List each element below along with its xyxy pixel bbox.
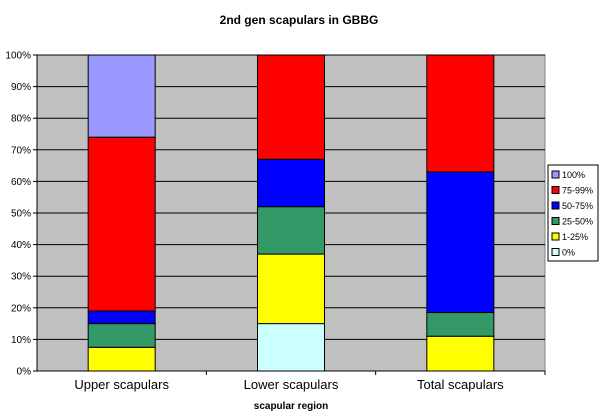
bar-segment-2 [257, 253, 325, 325]
y-tick-label: 30% [11, 272, 31, 283]
y-tick-label: 10% [11, 335, 31, 346]
x-category-label: Lower scapulars [244, 377, 339, 392]
x-category-label: Upper scapulars [74, 377, 169, 392]
y-tick-label: 70% [11, 145, 31, 156]
legend-label: 100% [562, 170, 585, 180]
bar-segment-2 [426, 335, 495, 372]
bar-segment-3 [87, 323, 156, 348]
legend: 100% 75-99% 50-75% 25-50% 1-25% 0% [547, 164, 599, 262]
y-tick-label: 20% [11, 303, 31, 314]
legend-label: 25-50% [562, 217, 593, 227]
legend-swatch [551, 186, 560, 194]
bar-segment-5 [87, 136, 156, 312]
chart-title: 2nd gen scapulars in GBBG [220, 13, 379, 27]
legend-box [547, 164, 599, 262]
bar-segment-1 [257, 323, 325, 372]
y-tick-label: 50% [11, 209, 31, 220]
legend-label: 75-99% [562, 186, 593, 196]
y-tick-label: 0% [17, 367, 32, 378]
y-tick-label: 60% [11, 177, 31, 188]
legend-label: 50-75% [562, 201, 593, 211]
bar-segment-5 [426, 54, 495, 173]
y-axis-ticks: 0% 10% 20% 30% 40% 50% 60% 70% 80% 90% 100% [5, 51, 37, 378]
y-tick-label: 40% [11, 240, 31, 251]
legend-swatch [551, 248, 560, 256]
bars [87, 54, 495, 372]
y-tick-label: 100% [5, 51, 31, 62]
bar-segment-4 [257, 158, 325, 208]
bar-segment-3 [426, 312, 495, 337]
y-tick-label: 90% [11, 82, 31, 93]
bar-segment-2 [87, 346, 156, 372]
bar-segment-6 [87, 54, 156, 138]
legend-swatch [551, 217, 560, 225]
legend-swatch [551, 201, 560, 210]
x-category-label: Total scapulars [417, 377, 504, 392]
bar-segment-4 [426, 171, 495, 314]
x-axis-categories: Upper scapulars Lower scapulars Total scap… [74, 371, 546, 392]
legend-label: 0% [562, 248, 575, 258]
legend-swatch [551, 170, 560, 179]
bar-segment-4 [87, 310, 156, 325]
bar-segment-5 [257, 54, 325, 160]
bar-segment-3 [257, 206, 325, 255]
legend-swatch [551, 232, 560, 241]
legend-label: 1-25% [562, 232, 588, 242]
x-axis-title: scapular region [254, 401, 328, 412]
y-tick-label: 80% [11, 114, 31, 125]
